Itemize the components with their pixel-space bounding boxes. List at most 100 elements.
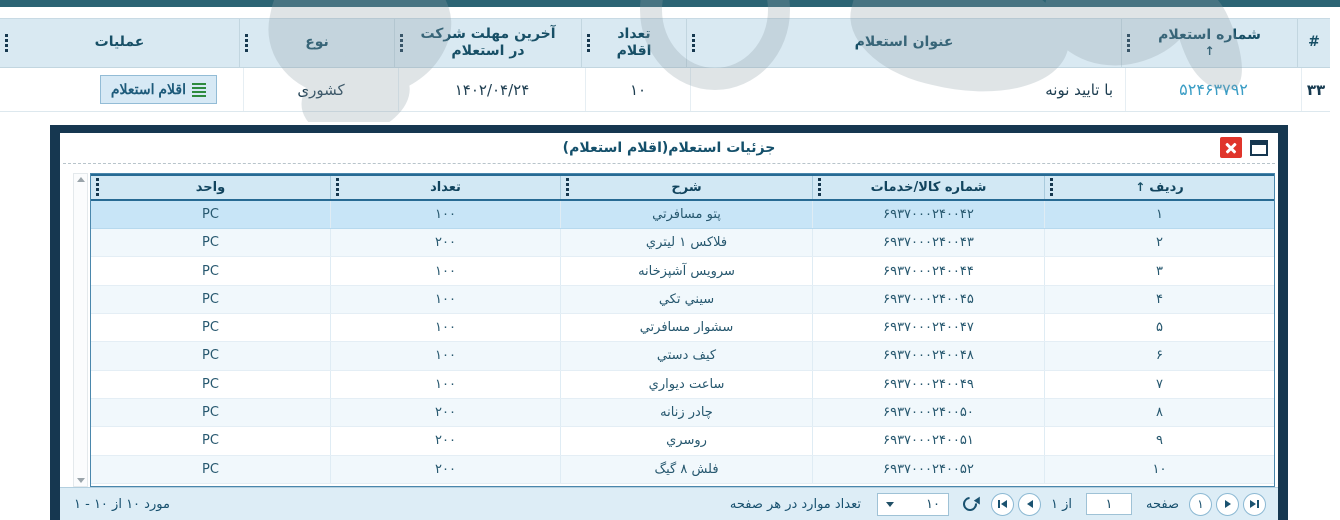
column-label: شماره استعلام	[1158, 26, 1261, 43]
column-label: نوع	[305, 34, 329, 51]
table-row[interactable]: ۹ ۶۹۳۷۰۰۰۲۴۰۰۵۱ روسري ۲۰۰ PC	[91, 427, 1274, 456]
table-row[interactable]: ۷ ۶۹۳۷۰۰۰۲۴۰۰۴۹ ساعت ديواري ۱۰۰ PC	[91, 370, 1274, 399]
radif-cell: ۵	[1044, 314, 1274, 342]
column-label: #	[1308, 34, 1320, 51]
inquiry-items-button-label: اقلام استعلام	[110, 81, 186, 97]
maximize-icon[interactable]	[1250, 139, 1268, 156]
scroll-up-icon[interactable]	[76, 176, 85, 182]
unit-cell: PC	[202, 263, 219, 279]
radif-cell: ۷	[1044, 370, 1274, 398]
column-header-unit[interactable]: واحد	[91, 176, 330, 199]
pager-current-page-button[interactable]: ۱	[1189, 492, 1212, 516]
column-menu-icon[interactable]	[692, 34, 695, 52]
inquiry-items-button[interactable]: اقلام استعلام	[99, 75, 217, 104]
item-code-cell: ۶۹۳۷۰۰۰۲۴۰۰۴۸	[812, 342, 1044, 370]
modal-table-scrollbar[interactable]	[73, 172, 88, 488]
column-menu-icon[interactable]	[818, 178, 821, 197]
quantity-cell: ۱۰۰	[330, 257, 560, 285]
unit-cell: PC	[202, 433, 219, 449]
column-header-operations[interactable]: عملیات	[0, 19, 239, 67]
column-menu-icon[interactable]	[1127, 34, 1130, 52]
column-menu-icon[interactable]	[400, 34, 403, 52]
column-menu-icon[interactable]	[96, 178, 99, 197]
radif-cell: ۲	[1044, 229, 1274, 257]
column-menu-icon[interactable]	[1050, 178, 1053, 197]
table-row[interactable]: ۶ ۶۹۳۷۰۰۰۲۴۰۰۴۸ کيف دستي ۱۰۰ PC	[91, 342, 1274, 371]
table-row[interactable]: ۱۰ ۶۹۳۷۰۰۰۲۴۰۰۵۲ فلش ۸ گيگ ۲۰۰ PC	[91, 455, 1274, 484]
unit-cell: PC	[202, 376, 219, 392]
unit-cell: PC	[202, 405, 219, 421]
modal-table-area: ردیف ↑ شماره کالا/خدمات شرح تعداد	[63, 172, 1275, 488]
modal-title: جزئیات استعلام(اقلام استعلام)	[562, 139, 776, 156]
page-number-input[interactable]	[1086, 493, 1133, 516]
description-cell: سشوار مسافرتي	[560, 314, 812, 342]
refresh-icon[interactable]	[960, 494, 980, 514]
radif-cell: ۹	[1044, 427, 1274, 455]
pager-prev-button[interactable]	[1216, 492, 1239, 516]
inquiry-title-cell: با تایید نونه	[690, 68, 1125, 111]
description-cell: چادر زنانه	[560, 398, 812, 427]
of-total-label: از ۱	[1051, 496, 1073, 512]
items-grid-header: ردیف ↑ شماره کالا/خدمات شرح تعداد	[91, 173, 1274, 201]
table-row[interactable]: ۵ ۶۹۳۷۰۰۰۲۴۰۰۴۷ سشوار مسافرتي ۱۰۰ PC	[91, 314, 1274, 343]
column-label: عملیات	[94, 34, 145, 51]
table-row[interactable]: ۱ ۶۹۳۷۰۰۰۲۴۰۰۴۲ پتو مسافرتي ۱۰۰ PC	[91, 200, 1274, 230]
column-menu-icon[interactable]	[245, 34, 248, 52]
quantity-cell: ۲۰۰	[330, 229, 560, 257]
modal-window-buttons	[1220, 137, 1268, 158]
column-header-type[interactable]: نوع	[239, 19, 394, 67]
column-header-inquiry-number[interactable]: شماره استعلام ↑	[1121, 19, 1297, 67]
column-header-radif[interactable]: ردیف ↑	[1044, 175, 1274, 199]
deadline-cell: ۱۴۰۲/۰۴/۲۴	[398, 68, 585, 111]
column-menu-icon[interactable]	[587, 34, 590, 52]
quantity-cell: ۲۰۰	[330, 398, 560, 427]
pager-last-button[interactable]	[991, 492, 1014, 516]
item-code-cell: ۶۹۳۷۰۰۰۲۴۰۰۵۰	[812, 398, 1044, 427]
column-header-item-code[interactable]: شماره کالا/خدمات	[812, 175, 1044, 199]
column-label: شماره کالا/خدمات	[870, 179, 987, 195]
unit-cell: PC	[202, 206, 219, 222]
item-code-cell: ۶۹۳۷۰۰۰۲۴۰۰۵۲	[812, 455, 1044, 483]
column-menu-icon[interactable]	[5, 34, 8, 52]
inquiry-number-cell[interactable]: ۵۲۴۶۳۷۹۲	[1125, 68, 1301, 111]
pager-bar: ۱ صفحه از ۱ ۱۰ تعداد موارد در هر صفحه ۱‎…	[60, 487, 1278, 520]
table-row[interactable]: ۲ ۶۹۳۷۰۰۰۲۴۰۰۴۳ فلاکس ۱ ليتري ۲۰۰ PC	[91, 229, 1274, 258]
column-label: تعداد	[430, 179, 461, 195]
scroll-down-icon[interactable]	[76, 478, 85, 484]
column-header-description[interactable]: شرح	[560, 175, 812, 199]
deadline-date: ۱۴۰۲/۰۴/۲۴	[454, 80, 530, 99]
description-cell: فلاکس ۱ ليتري	[560, 229, 812, 257]
column-menu-icon[interactable]	[566, 178, 569, 197]
item-code-cell: ۶۹۳۷۰۰۰۲۴۰۰۴۴	[812, 257, 1044, 285]
table-row[interactable]: ۳ ۶۹۳۷۰۰۰۲۴۰۰۴۴ سرويس آشپزخانه ۱۰۰ PC	[91, 257, 1274, 286]
pager-next-button[interactable]	[1018, 492, 1041, 516]
row-range-label: ۱‎ - ۱۰‎ از‎ ۱۰‎ مورد	[74, 496, 170, 512]
page-size-select[interactable]: ۱۰	[877, 492, 949, 516]
items-per-page-label: تعداد موارد در هر صفحه	[729, 496, 861, 512]
radif-cell: ۸	[1044, 398, 1274, 427]
items-count-cell: ۱۰	[585, 68, 690, 111]
pager-first-button[interactable]	[1243, 492, 1266, 516]
column-header-quantity[interactable]: تعداد	[330, 175, 560, 199]
sort-ascending-icon: ↑	[1204, 44, 1215, 59]
column-header-deadline[interactable]: آخرین مهلت شرکت در استعلام	[394, 19, 581, 67]
caret-right-bar-icon	[1250, 500, 1259, 509]
description-cell: ساعت ديواري	[560, 370, 812, 398]
item-code-cell: ۶۹۳۷۰۰۰۲۴۰۰۴۹	[812, 370, 1044, 398]
radif-cell: ۱۰	[1044, 455, 1274, 483]
radif-cell: ۴	[1044, 285, 1274, 314]
column-menu-icon[interactable]	[336, 178, 339, 197]
column-header-inquiry-title[interactable]: عنوان استعلام	[686, 19, 1121, 67]
table-row[interactable]: ۸ ۶۹۳۷۰۰۰۲۴۰۰۵۰ چادر زنانه ۲۰۰ PC	[91, 398, 1274, 428]
table-row[interactable]: ۴ ۶۹۳۷۰۰۰۲۴۰۰۴۵ سيني تکي ۱۰۰ PC	[91, 285, 1274, 315]
list-icon	[192, 82, 206, 97]
close-icon[interactable]	[1220, 137, 1242, 158]
column-label: آخرین مهلت شرکت در استعلام	[420, 25, 556, 60]
column-header-items-count[interactable]: تعداد اقلام	[581, 19, 686, 67]
row-number-cell: ۳۳	[1301, 68, 1330, 111]
items-grid: ردیف ↑ شماره کالا/خدمات شرح تعداد	[90, 172, 1275, 488]
top-accent-bar	[0, 0, 1340, 7]
inquiry-table-row[interactable]: ۳۳ ۵۲۴۶۳۷۹۲ با تایید نونه ۱۰ ۱۴۰۲/۰۴/۲۴ …	[0, 68, 1330, 112]
chevron-down-icon	[886, 501, 894, 507]
column-header-row-number[interactable]: #	[1297, 19, 1330, 67]
